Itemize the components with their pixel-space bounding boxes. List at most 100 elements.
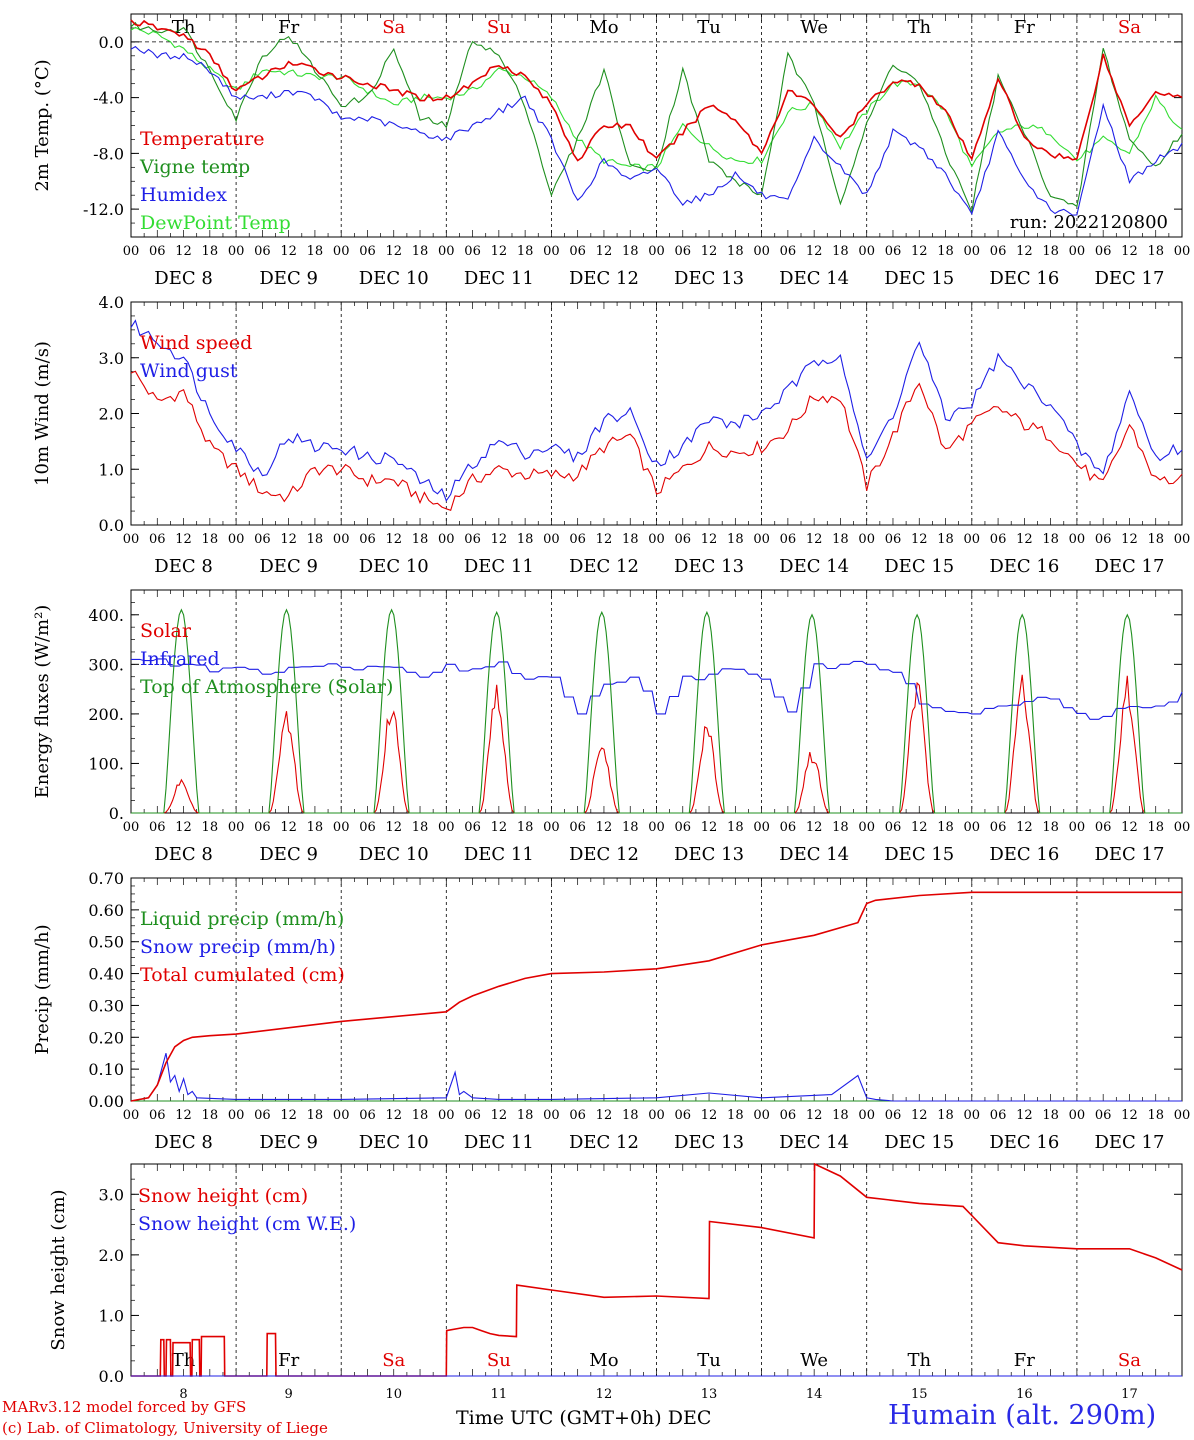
date-label: 10 — [385, 1387, 402, 1402]
hour-tick-label: 00 — [1174, 532, 1191, 547]
hour-tick-label: 12 — [596, 820, 613, 835]
hour-tick-label: 12 — [385, 244, 402, 259]
hour-tick-label: 00 — [1174, 1108, 1191, 1123]
y-axis-label: 10m Wind (m/s) — [32, 341, 53, 486]
hour-tick-label: 18 — [937, 244, 954, 259]
date-label: DEC 15 — [884, 844, 954, 865]
hour-tick-label: 00 — [438, 532, 455, 547]
hour-tick-label: 12 — [385, 532, 402, 547]
date-label: DEC 10 — [359, 556, 429, 577]
time-axis-label-text: Time UTC (GMT+0h) — [456, 1407, 662, 1429]
hour-tick-label: 00 — [753, 1108, 770, 1123]
hour-tick-label: 12 — [1016, 532, 1033, 547]
date-label: DEC 9 — [259, 844, 318, 865]
date-label: DEC 8 — [154, 556, 213, 577]
y-tick-label: 2.0 — [99, 405, 124, 424]
hour-tick-label: 06 — [1095, 244, 1112, 259]
hour-tick-label: 00 — [858, 532, 875, 547]
hour-tick-label: 06 — [254, 244, 271, 259]
hour-tick-label: 18 — [1042, 244, 1059, 259]
y-tick-label: -8.0 — [93, 144, 124, 163]
hour-tick-label: 00 — [648, 1108, 665, 1123]
date-label: DEC 9 — [259, 556, 318, 577]
legend-entry: Top of Atmosphere (Solar) — [140, 676, 393, 698]
date-label: DEC 16 — [989, 1132, 1059, 1153]
hour-tick-label: 18 — [832, 820, 849, 835]
date-label: DEC 16 — [989, 844, 1059, 865]
legend-entry: Humidex — [140, 184, 227, 206]
hour-tick-label: 00 — [858, 1108, 875, 1123]
date-label: 13 — [701, 1387, 718, 1402]
hour-tick-label: 18 — [307, 532, 324, 547]
hour-tick-label: 18 — [517, 244, 534, 259]
hour-tick-label: 00 — [1069, 532, 1086, 547]
panel-5: 0.0 1.0 2.0 3.0 Snow height (cm) 8 9 10 11 12 13 14… — [48, 1162, 1183, 1402]
hour-tick-label: 18 — [622, 244, 639, 259]
hour-tick-label: 18 — [832, 532, 849, 547]
hour-tick-label: 18 — [412, 532, 429, 547]
hour-tick-label: 06 — [569, 1108, 586, 1123]
hour-tick-label: 18 — [1042, 820, 1059, 835]
y-tick-label: 100. — [88, 754, 124, 773]
date-label: DEC 11 — [464, 1132, 534, 1153]
date-label: DEC 11 — [464, 844, 534, 865]
hour-tick-label: 06 — [780, 1108, 797, 1123]
hour-tick-label: 12 — [596, 532, 613, 547]
hour-tick-label: 18 — [1042, 532, 1059, 547]
hour-tick-label: 06 — [569, 532, 586, 547]
hour-tick-label: 06 — [254, 820, 271, 835]
hour-tick-label: 06 — [464, 244, 481, 259]
hour-tick-label: 12 — [1016, 1108, 1033, 1123]
hour-tick-label: 06 — [990, 1108, 1007, 1123]
hour-tick-label: 06 — [1095, 820, 1112, 835]
day-name-label: Th — [907, 1350, 931, 1371]
hour-tick-label: 12 — [175, 532, 192, 547]
y-axis-label: Energy fluxes (W/m²) — [32, 605, 53, 799]
y-tick-label: 0.20 — [88, 1028, 124, 1047]
date-label: 17 — [1121, 1387, 1138, 1402]
hour-tick-label: 00 — [228, 244, 245, 259]
hour-tick-label: 00 — [964, 820, 981, 835]
hour-tick-label: 06 — [359, 244, 376, 259]
hour-tick-label: 06 — [990, 532, 1007, 547]
run-label: run: 2022120800 — [1010, 212, 1168, 233]
hour-tick-label: 18 — [412, 244, 429, 259]
date-label: DEC 14 — [779, 844, 849, 865]
y-tick-label: 0.0 — [99, 516, 124, 535]
legend-entry: Snow height (cm W.E.) — [138, 1213, 356, 1235]
date-label: DEC 17 — [1094, 1132, 1164, 1153]
hour-tick-label: 00 — [858, 820, 875, 835]
plot-frame — [130, 301, 1183, 526]
date-label: DEC 14 — [779, 556, 849, 577]
hour-tick-label: 12 — [911, 532, 928, 547]
date-label: DEC 9 — [259, 1132, 318, 1153]
hour-tick-label: 12 — [175, 244, 192, 259]
hour-tick-label: 06 — [149, 1108, 166, 1123]
date-label: DEC 15 — [884, 556, 954, 577]
y-tick-label: -12.0 — [83, 200, 124, 219]
hour-tick-label: 18 — [1147, 244, 1164, 259]
legend-entry: Infrared — [140, 648, 220, 670]
y-tick-label: 400. — [88, 606, 124, 625]
day-name-label: Sa — [382, 1350, 405, 1371]
hour-tick-label: 06 — [990, 244, 1007, 259]
hour-tick-label: 18 — [1147, 532, 1164, 547]
date-label: DEC 11 — [464, 268, 534, 289]
date-label: 8 — [179, 1387, 187, 1402]
hour-tick-label: 12 — [806, 244, 823, 259]
hour-tick-label: 12 — [596, 244, 613, 259]
legend-entry: Vigne temp — [139, 156, 250, 178]
date-label: DEC 13 — [674, 844, 744, 865]
hour-tick-label: 18 — [202, 820, 219, 835]
hour-tick-label: 06 — [149, 532, 166, 547]
date-label: DEC 9 — [259, 268, 318, 289]
hour-tick-label: 12 — [175, 820, 192, 835]
hour-tick-label: 00 — [1069, 820, 1086, 835]
hour-tick-label: 12 — [1121, 244, 1138, 259]
hour-tick-label: 00 — [964, 1108, 981, 1123]
date-label: DEC 10 — [359, 268, 429, 289]
y-tick-label: 1.0 — [99, 1306, 124, 1325]
plot-frame — [130, 13, 1183, 238]
hour-tick-label: 00 — [753, 820, 770, 835]
date-label: 12 — [596, 1387, 613, 1402]
